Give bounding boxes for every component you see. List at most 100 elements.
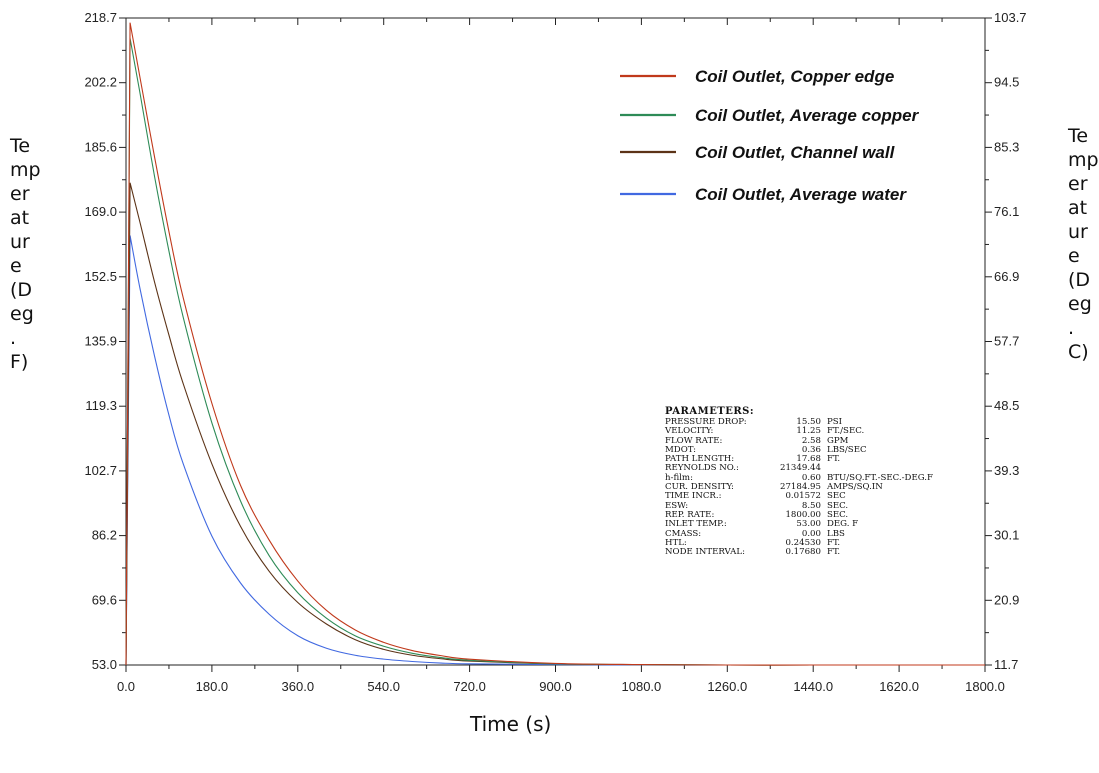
series-line-1 — [125, 22, 985, 666]
parameter-label: INLET TEMP.: — [665, 519, 727, 530]
y-left-tick-label: 152.5 — [84, 269, 117, 284]
x-tick-labels: 0.0 180.0 360.0 540.0 720.0 900.0 1080.0 1260.0… — [117, 679, 1005, 694]
y-left-tick-label: 86.2 — [92, 528, 117, 543]
x-tick-label: 1620.0 — [879, 679, 919, 694]
parameter-label: NODE INTERVAL: — [665, 547, 745, 558]
parameter-row: MDOT: 0.36 LBS/SEC — [665, 444, 933, 455]
parameter-row: CMASS: 0.00 LBS — [665, 528, 933, 539]
parameter-value: 27184.95 — [779, 482, 821, 493]
y-right-tick-label: 57.7 — [994, 334, 1019, 349]
y-right-tick-label: 85.3 — [994, 139, 1019, 154]
y-left-tick-label: 185.6 — [84, 139, 117, 154]
y-axis-right-label: Te mp er at ur e (D eg . C) — [1068, 125, 1099, 363]
y-right-tick-label: 48.5 — [994, 398, 1019, 413]
parameter-value: 0.24530 — [785, 537, 821, 548]
parameter-row: ESW: 8.50 SEC. — [665, 500, 933, 511]
y-right-tick-label: 30.1 — [994, 528, 1019, 543]
parameter-label: MDOT: — [665, 444, 697, 455]
parameter-value: 0.60 — [801, 472, 821, 483]
parameter-label: CUR. DENSITY: — [665, 482, 734, 493]
parameter-unit: GPM — [827, 435, 849, 446]
parameter-label: VELOCITY: — [665, 426, 714, 437]
parameter-row: CUR. DENSITY: 27184.95 AMPS/SQ.IN — [665, 482, 933, 493]
y-right-tick-labels: 11.7 20.9 30.1 39.3 48.5 57.7 66.9 76.1 85.3 94.5… — [994, 10, 1027, 672]
parameter-unit: FT. — [827, 537, 841, 548]
tick-layer — [119, 17, 992, 672]
y-right-tick-label: 103.7 — [994, 10, 1027, 25]
y-axis-left-label: Te mp er at ur e (D eg . F) — [10, 135, 41, 373]
x-tick-label: 1440.0 — [793, 679, 833, 694]
parameter-unit: FT./SEC. — [827, 426, 865, 437]
parameter-value: 53.00 — [796, 519, 821, 530]
parameter-value: 0.36 — [801, 444, 821, 455]
parameter-label: h-film: — [665, 472, 693, 483]
parameter-row: PRESSURE DROP: 15.50 PSI — [665, 417, 933, 427]
legend-label: Coil Outlet, Channel wall — [695, 143, 896, 162]
parameter-unit: BTU/SQ.FT.-SEC.-DEG.F — [827, 472, 933, 483]
x-tick-label: 180.0 — [196, 679, 229, 694]
y-right-tick-label: 66.9 — [994, 269, 1019, 284]
parameter-label: REP. RATE: — [665, 509, 715, 520]
series-line-2 — [125, 38, 985, 666]
parameter-row: NODE INTERVAL: 0.17680 FT. — [665, 547, 933, 558]
parameter-unit: SEC — [827, 491, 846, 502]
parameter-row: REYNOLDS NO.: 21349.44 — [665, 463, 933, 474]
parameter-label: ESW: — [665, 500, 689, 511]
y-left-tick-label: 69.6 — [92, 592, 117, 607]
legend-label: Coil Outlet, Copper edge — [695, 67, 894, 86]
parameter-unit: LBS/SEC — [827, 444, 867, 455]
parameter-value: 11.25 — [796, 426, 821, 437]
y-right-tick-label: 94.5 — [994, 75, 1019, 90]
legend: Coil Outlet, Copper edge Coil Outlet, Ave… — [620, 67, 920, 204]
x-tick-label: 1260.0 — [707, 679, 747, 694]
parameter-row: h-film: 0.60 BTU/SQ.FT.-SEC.-DEG.F — [665, 472, 933, 483]
y-left-tick-label: 102.7 — [84, 463, 117, 478]
parameter-unit: SEC. — [827, 500, 849, 511]
x-tick-label: 1800.0 — [965, 679, 1005, 694]
parameter-value: 0.01572 — [785, 491, 821, 502]
parameter-row: VELOCITY: 11.25 FT./SEC. — [665, 426, 933, 437]
parameter-row: HTL: 0.24530 FT. — [665, 537, 933, 548]
parameter-unit: FT. — [827, 454, 841, 465]
parameter-value: 21349.44 — [779, 463, 821, 474]
legend-label: Coil Outlet, Average copper — [695, 106, 920, 125]
parameter-row: FLOW RATE: 2.58 GPM — [665, 435, 933, 446]
parameter-row: PATH LENGTH: 17.68 FT. — [665, 454, 933, 465]
y-left-tick-label: 169.0 — [84, 204, 117, 219]
y-left-tick-label: 218.7 — [84, 10, 117, 25]
parameter-label: PATH LENGTH: — [665, 454, 735, 465]
legend-label: Coil Outlet, Average water — [695, 185, 907, 204]
y-left-tick-label: 53.0 — [92, 657, 117, 672]
parameters-box: PARAMETERS: PRESSURE DROP: 15.50 PSI VELOCI… — [665, 406, 933, 557]
y-left-tick-label: 202.2 — [84, 75, 117, 90]
parameter-value: 1800.00 — [785, 509, 821, 520]
x-tick-label: 540.0 — [367, 679, 400, 694]
x-tick-label: 360.0 — [282, 679, 315, 694]
y-left-tick-labels: 53.0 69.6 86.2 102.7 119.3 135.9 152.5 169.0 185… — [84, 10, 117, 672]
parameter-row: INLET TEMP.: 53.00 DEG. F — [665, 519, 933, 530]
parameter-value: 0.17680 — [785, 547, 821, 558]
x-tick-label: 0.0 — [117, 679, 135, 694]
parameter-row: REP. RATE: 1800.00 SEC. — [665, 509, 933, 520]
series-layer — [125, 22, 985, 666]
parameters-rows: PRESSURE DROP: 15.50 PSI VELOCITY: 11.25 FT./… — [665, 417, 933, 558]
parameter-label: PRESSURE DROP: — [665, 417, 747, 427]
parameter-label: TIME INCR.: — [665, 491, 722, 502]
parameter-value: 17.68 — [796, 454, 821, 465]
y-left-tick-label: 135.9 — [84, 334, 117, 349]
parameter-value: 15.50 — [796, 417, 821, 427]
y-right-tick-label: 39.3 — [994, 463, 1019, 478]
parameter-unit: FT. — [827, 547, 841, 558]
parameter-unit: DEG. F — [827, 519, 859, 530]
parameter-label: FLOW RATE: — [665, 435, 723, 446]
parameter-value: 0.00 — [801, 528, 821, 539]
y-left-tick-label: 119.3 — [85, 398, 117, 413]
parameter-row: TIME INCR.: 0.01572 SEC — [665, 491, 933, 502]
parameter-label: REYNOLDS NO.: — [665, 463, 739, 474]
x-axis-label: Time (s) — [470, 712, 552, 736]
x-tick-label: 1080.0 — [622, 679, 662, 694]
parameter-unit: SEC. — [827, 509, 849, 520]
parameter-value: 8.50 — [801, 500, 821, 511]
parameters-title: PARAMETERS: — [665, 406, 755, 417]
